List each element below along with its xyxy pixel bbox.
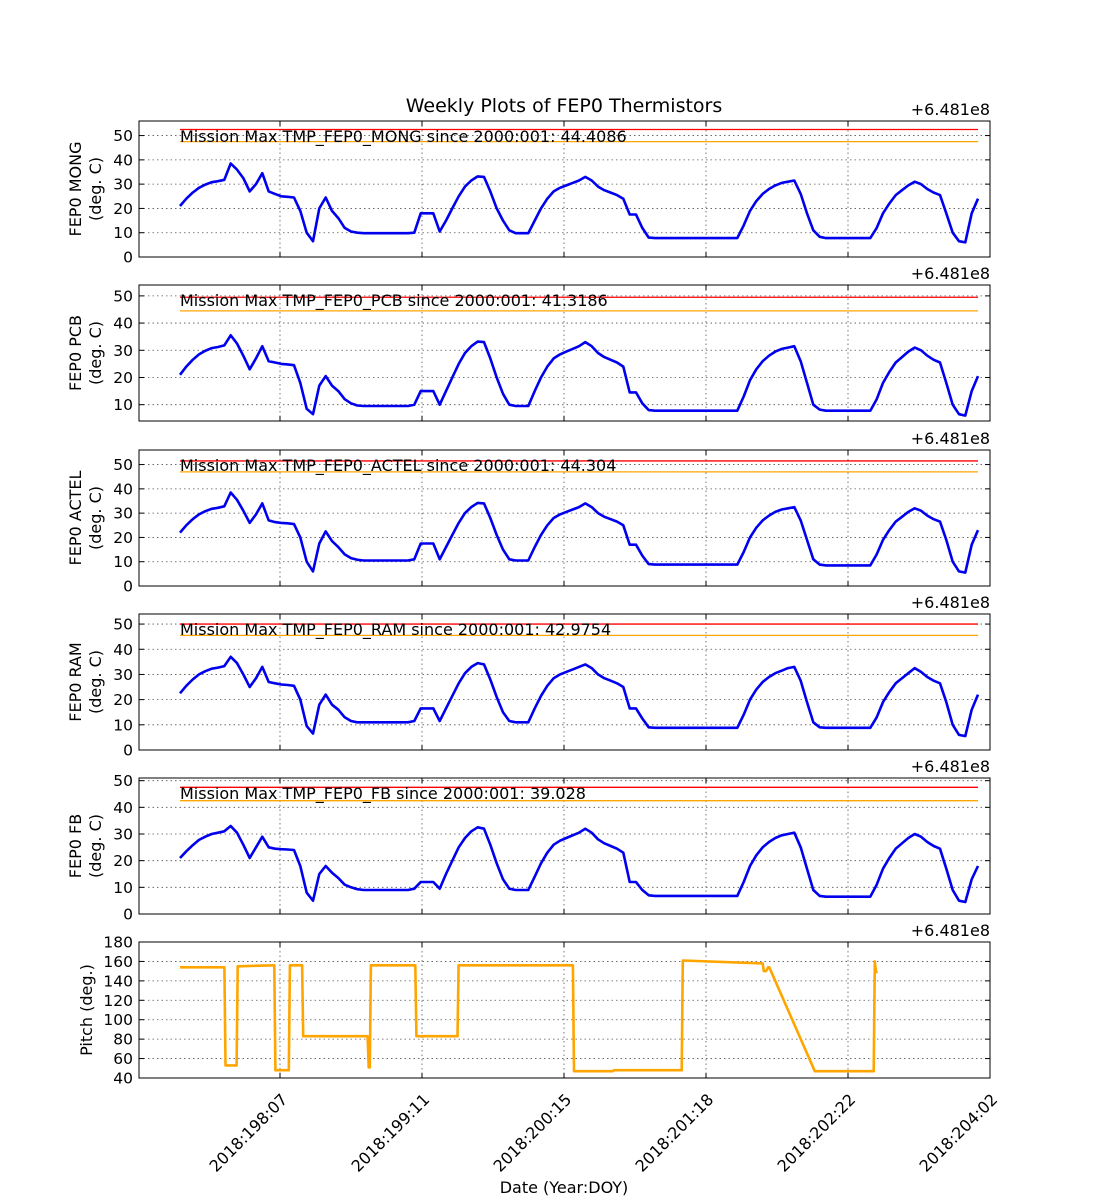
y-tick-label: 40 [113, 641, 133, 659]
x-offset-label: +6.481e8 [911, 100, 990, 119]
x-tick-label: 2018:200:15 [489, 1090, 575, 1176]
x-offset-label: +6.481e8 [911, 921, 990, 940]
x-tick-label: 2018:199:11 [347, 1090, 433, 1176]
y-tick-label: 30 [113, 666, 133, 684]
x-axis-label: Date (Year:DOY) [500, 1178, 629, 1197]
temperature-series-line [179, 655, 980, 738]
y-tick-label: 50 [113, 287, 133, 305]
y-axis-label: FEP0 RAM [66, 642, 85, 721]
x-offset-label: +6.481e8 [911, 757, 990, 776]
panel-0: 0 10 20 30 40 50 FEP0 MONG (deg. C) Mission Max … [66, 100, 991, 267]
y-tick-label: 10 [113, 553, 133, 571]
mission-max-annotation: Mission Max TMP_FEP0_MONG since 2000:001… [180, 127, 627, 147]
temperature-series-line [179, 824, 980, 904]
y-axis-label: FEP0 ACTEL [66, 470, 85, 565]
y-axis-unit-label: (deg. C) [86, 814, 105, 878]
plot-frame [138, 941, 991, 1079]
temperature-series-line [179, 162, 980, 244]
figure-title: Weekly Plots of FEP0 Thermistors [406, 95, 723, 117]
y-axis-label: FEP0 PCB [66, 315, 85, 391]
y-axis-label: Pitch (deg.) [77, 964, 96, 1056]
y-tick-label: 20 [113, 529, 133, 547]
y-tick-label: 0 [123, 742, 133, 760]
y-tick-label: 50 [113, 127, 133, 145]
y-tick-label: 160 [103, 953, 133, 971]
y-tick-label: 50 [113, 456, 133, 474]
y-axis-unit-label: (deg. C) [86, 650, 105, 714]
y-tick-label: 20 [113, 369, 133, 387]
y-axis-unit-label: (deg. C) [86, 321, 105, 385]
y-tick-label: 50 [113, 616, 133, 634]
x-offset-label: +6.481e8 [911, 593, 990, 612]
temperature-series-line [179, 491, 980, 574]
y-axis-unit-label: (deg. C) [86, 486, 105, 550]
panel-1: 10 20 30 40 50 FEP0 PCB (deg. C) Mission Max TM… [66, 264, 991, 422]
y-axis-unit-label: (deg. C) [86, 157, 105, 221]
y-axis-label: FEP0 FB [66, 814, 85, 878]
panel-4: 0 10 20 30 40 50 FEP0 FB (deg. C) Mission Max TM… [66, 757, 991, 924]
temperature-series-line [178, 334, 980, 417]
y-tick-label: 20 [113, 691, 133, 709]
x-offset-label: +6.481e8 [911, 264, 990, 283]
y-tick-label: 10 [113, 396, 133, 414]
y-tick-label: 10 [113, 224, 133, 242]
panel-2: 0 10 20 30 40 50 FEP0 ACTEL (deg. C) Mission Max… [66, 429, 991, 596]
y-tick-label: 0 [123, 249, 133, 267]
mission-max-annotation: Mission Max TMP_FEP0_FB since 2000:001: … [180, 784, 586, 804]
x-tick-label: 2018:202:22 [773, 1090, 859, 1176]
y-tick-label: 20 [113, 852, 133, 870]
y-tick-label: 30 [113, 342, 133, 360]
mission-max-annotation: Mission Max TMP_FEP0_PCB since 2000:001:… [180, 291, 608, 311]
y-tick-label: 40 [113, 1070, 133, 1088]
y-tick-label: 80 [113, 1031, 133, 1049]
y-tick-label: 100 [103, 1011, 133, 1029]
x-tick-label: 2018:198:07 [205, 1090, 291, 1176]
y-tick-label: 0 [123, 906, 133, 924]
panel-3: 0 10 20 30 40 50 FEP0 RAM (deg. C) Mission Max T… [66, 593, 991, 760]
y-tick-label: 40 [113, 315, 133, 333]
y-axis-label: FEP0 MONG [66, 142, 85, 237]
y-tick-label: 30 [113, 826, 133, 844]
y-tick-label: 0 [123, 578, 133, 596]
y-tick-label: 10 [113, 879, 133, 897]
x-tick-label: 2018:204:02 [915, 1090, 1001, 1176]
y-tick-label: 140 [103, 972, 133, 990]
y-tick-label: 10 [113, 716, 133, 734]
y-tick-label: 180 [103, 934, 133, 952]
y-tick-label: 30 [113, 505, 133, 523]
y-tick-label: 60 [113, 1050, 133, 1068]
y-tick-label: 30 [113, 176, 133, 194]
y-tick-label: 40 [113, 480, 133, 498]
y-tick-label: 50 [113, 772, 133, 790]
y-tick-label: 120 [103, 992, 133, 1010]
x-offset-label: +6.481e8 [911, 429, 990, 448]
mission-max-annotation: Mission Max TMP_FEP0_RAM since 2000:001:… [180, 620, 611, 640]
pitch-series-line [180, 959, 879, 1073]
y-tick-label: 40 [113, 799, 133, 817]
x-tick-label: 2018:201:18 [631, 1090, 717, 1176]
y-tick-label: 20 [113, 200, 133, 218]
mission-max-annotation: Mission Max TMP_FEP0_ACTEL since 2000:00… [180, 456, 616, 476]
y-tick-label: 40 [113, 151, 133, 169]
